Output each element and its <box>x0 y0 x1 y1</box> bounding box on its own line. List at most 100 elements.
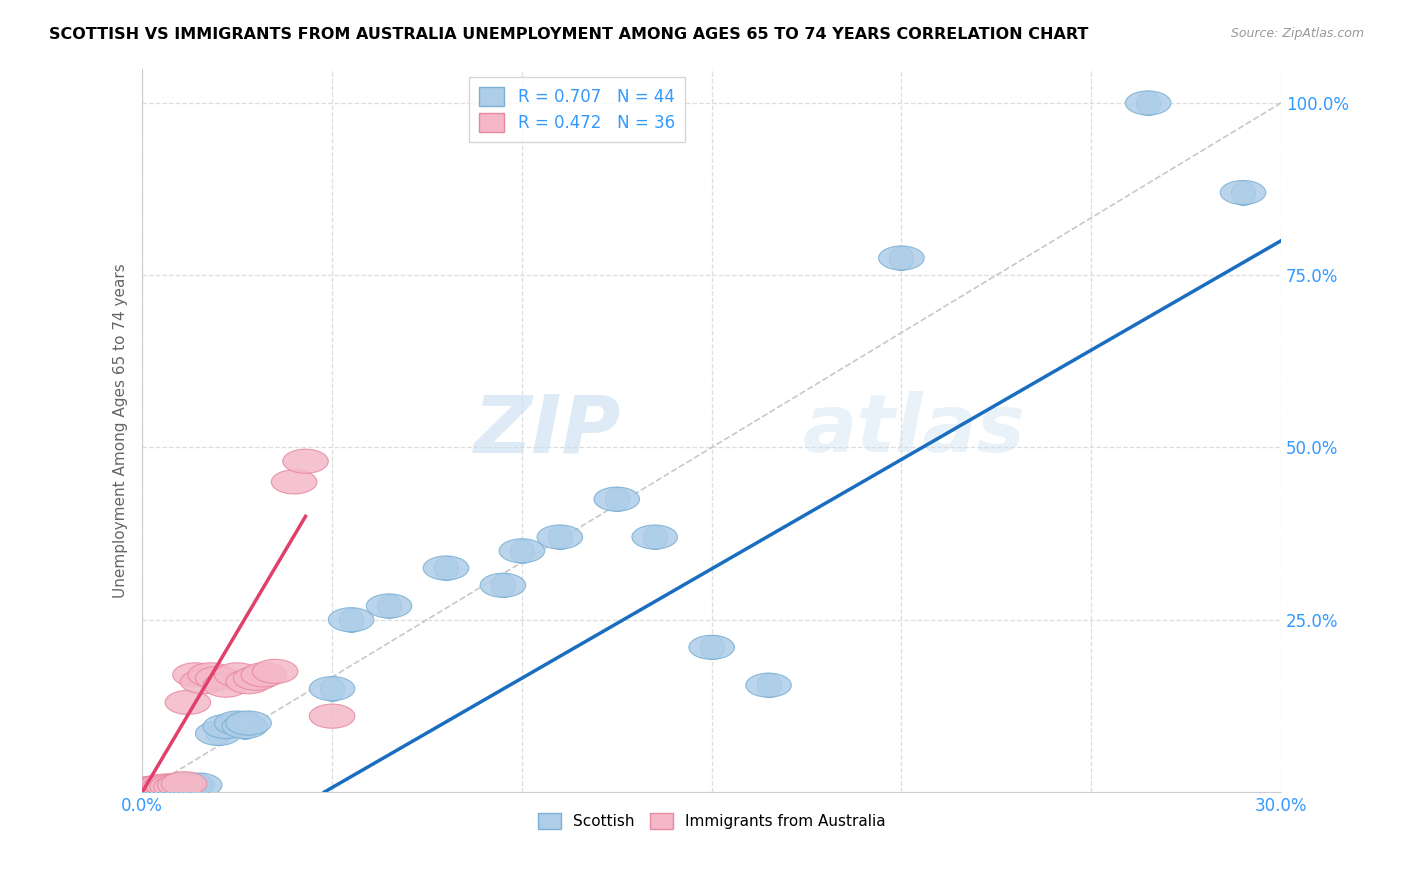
Point <box>162 780 184 795</box>
Point <box>758 678 780 692</box>
Point <box>606 492 628 507</box>
Ellipse shape <box>479 574 526 598</box>
Ellipse shape <box>142 776 188 801</box>
Ellipse shape <box>146 775 191 799</box>
Point <box>166 780 188 795</box>
Ellipse shape <box>222 714 267 739</box>
Ellipse shape <box>139 778 184 802</box>
Point <box>207 726 229 740</box>
Ellipse shape <box>150 774 195 798</box>
Text: ZIP: ZIP <box>474 392 620 469</box>
Ellipse shape <box>328 607 374 632</box>
Ellipse shape <box>124 779 169 803</box>
Ellipse shape <box>157 775 202 799</box>
Point <box>142 783 165 797</box>
Point <box>153 782 176 797</box>
Point <box>169 779 191 793</box>
Ellipse shape <box>423 556 468 580</box>
Ellipse shape <box>139 776 184 800</box>
Ellipse shape <box>240 663 287 687</box>
Point <box>162 780 184 794</box>
Ellipse shape <box>124 779 169 803</box>
Text: SCOTTISH VS IMMIGRANTS FROM AUSTRALIA UNEMPLOYMENT AMONG AGES 65 TO 74 YEARS COR: SCOTTISH VS IMMIGRANTS FROM AUSTRALIA UN… <box>49 27 1088 42</box>
Ellipse shape <box>124 778 169 802</box>
Ellipse shape <box>139 774 184 798</box>
Ellipse shape <box>135 777 180 801</box>
Point <box>139 784 162 798</box>
Ellipse shape <box>283 450 328 474</box>
Legend: Scottish, Immigrants from Australia: Scottish, Immigrants from Australia <box>531 806 891 835</box>
Ellipse shape <box>253 659 298 683</box>
Ellipse shape <box>195 666 240 690</box>
Point <box>215 719 238 733</box>
Point <box>1232 186 1254 200</box>
Ellipse shape <box>180 670 226 694</box>
Ellipse shape <box>309 704 354 728</box>
Ellipse shape <box>745 673 792 698</box>
Point <box>1137 95 1160 110</box>
Point <box>890 251 912 265</box>
Ellipse shape <box>127 778 173 802</box>
Ellipse shape <box>271 470 316 494</box>
Point <box>548 530 571 544</box>
Point <box>233 719 256 733</box>
Point <box>510 544 533 558</box>
Ellipse shape <box>131 777 177 801</box>
Ellipse shape <box>499 539 544 563</box>
Ellipse shape <box>131 776 177 801</box>
Point <box>434 561 457 575</box>
Ellipse shape <box>146 776 191 801</box>
Point <box>150 783 173 797</box>
Point <box>173 780 195 794</box>
Ellipse shape <box>689 635 734 659</box>
Point <box>238 716 260 731</box>
Ellipse shape <box>162 772 207 796</box>
Text: atlas: atlas <box>803 392 1025 469</box>
Ellipse shape <box>131 779 177 803</box>
Point <box>135 784 157 798</box>
Ellipse shape <box>1220 180 1265 204</box>
Point <box>180 778 202 792</box>
Ellipse shape <box>157 773 202 797</box>
Ellipse shape <box>233 666 278 690</box>
Ellipse shape <box>139 777 184 801</box>
Ellipse shape <box>146 776 191 800</box>
Point <box>153 780 176 795</box>
Point <box>226 716 249 731</box>
Text: Source: ZipAtlas.com: Source: ZipAtlas.com <box>1230 27 1364 40</box>
Y-axis label: Unemployment Among Ages 65 to 74 years: Unemployment Among Ages 65 to 74 years <box>114 263 128 598</box>
Ellipse shape <box>153 776 200 800</box>
Point <box>340 613 363 627</box>
Ellipse shape <box>139 776 184 801</box>
Ellipse shape <box>215 663 260 687</box>
Ellipse shape <box>139 779 184 803</box>
Point <box>644 530 666 544</box>
Ellipse shape <box>226 711 271 735</box>
Ellipse shape <box>173 663 218 687</box>
Ellipse shape <box>162 774 207 798</box>
Ellipse shape <box>195 722 240 746</box>
Ellipse shape <box>153 775 200 799</box>
Ellipse shape <box>309 676 354 701</box>
Ellipse shape <box>169 773 215 797</box>
Ellipse shape <box>188 663 233 687</box>
Point <box>150 781 173 796</box>
Ellipse shape <box>150 774 195 798</box>
Point <box>142 781 165 796</box>
Point <box>146 782 169 797</box>
Ellipse shape <box>165 690 211 714</box>
Ellipse shape <box>631 525 678 549</box>
Point <box>188 778 211 792</box>
Ellipse shape <box>127 778 173 802</box>
Ellipse shape <box>127 780 173 804</box>
Ellipse shape <box>127 776 173 801</box>
Point <box>492 578 515 592</box>
Point <box>321 681 343 696</box>
Ellipse shape <box>146 773 191 797</box>
Point <box>177 778 200 792</box>
Ellipse shape <box>177 773 222 797</box>
Ellipse shape <box>142 776 188 800</box>
Ellipse shape <box>202 673 249 698</box>
Ellipse shape <box>879 246 924 270</box>
Point <box>378 599 401 613</box>
